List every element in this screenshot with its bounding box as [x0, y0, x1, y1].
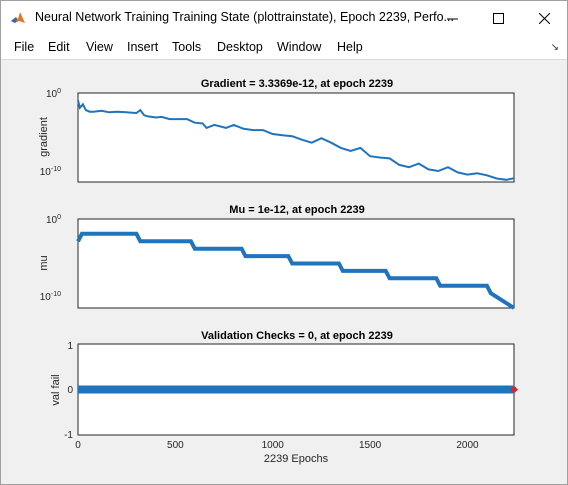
x-tick-label: 2000	[456, 440, 479, 451]
valfail-ytick-0: 0	[67, 385, 73, 396]
mu-ytick-bottom: 10-10	[40, 291, 61, 303]
valfail-ytick-1: 1	[67, 341, 73, 352]
matlab-icon	[11, 12, 25, 23]
mu-series-line	[76, 231, 516, 310]
valfail-end-marker	[510, 385, 518, 394]
mu-ytick-top: 100	[46, 214, 61, 226]
menu-desktop[interactable]: Desktop	[217, 40, 263, 54]
menu-view[interactable]: View	[86, 40, 113, 54]
window-title: Neural Network Training Training State (…	[35, 10, 454, 24]
valfail-ytick-neg1: -1	[64, 430, 73, 441]
valfail-title: Validation Checks = 0, at epoch 2239	[201, 330, 393, 342]
menu-bar: File Edit View Insert Tools Desktop Wind…	[1, 35, 567, 60]
gradient-ytick-bottom: 10-10	[40, 166, 61, 178]
x-tick-label: 1000	[262, 440, 285, 451]
gradient-title: Gradient = 3.3369e-12, at epoch 2239	[201, 78, 393, 90]
menu-file[interactable]: File	[14, 40, 35, 54]
menu-tools[interactable]: Tools	[172, 40, 202, 54]
valfail-ylabel: val fail	[50, 374, 62, 405]
gradient-axes: Gradient = 3.3369e-12, at epoch 2239 100…	[38, 78, 515, 183]
dock-arrow-icon[interactable]: ↘	[550, 42, 559, 53]
valfail-axes: Validation Checks = 0, at epoch 2239 1 0…	[50, 330, 518, 465]
close-icon	[538, 12, 550, 24]
minimize-icon	[446, 18, 458, 19]
gradient-ytick-top: 100	[46, 88, 61, 100]
maximize-button[interactable]	[475, 1, 521, 35]
menu-insert[interactable]: Insert	[127, 40, 159, 54]
menu-help[interactable]: Help	[337, 40, 363, 54]
x-tick-label: 0	[75, 440, 81, 451]
maximize-icon	[492, 12, 504, 24]
mu-title: Mu = 1e-12, at epoch 2239	[229, 204, 364, 216]
close-button[interactable]	[521, 1, 567, 35]
minimize-button[interactable]	[429, 1, 475, 35]
x-tick-label: 500	[167, 440, 184, 451]
menu-edit[interactable]: Edit	[48, 40, 70, 54]
title-bar[interactable]: Neural Network Training Training State (…	[1, 1, 567, 35]
figure-canvas: Gradient = 3.3369e-12, at epoch 2239 100…	[1, 60, 567, 484]
mu-axes: Mu = 1e-12, at epoch 2239 100 10-10 mu	[38, 204, 516, 310]
gradient-ylabel: gradient	[38, 117, 50, 157]
mu-ylabel: mu	[38, 255, 50, 270]
x-axis-label: 2239 Epochs	[264, 453, 329, 465]
x-tick-label: 1500	[359, 440, 382, 451]
gradient-series-line	[77, 100, 515, 181]
menu-window[interactable]: Window	[277, 40, 322, 54]
training-state-plots: Gradient = 3.3369e-12, at epoch 2239 100…	[38, 78, 518, 465]
